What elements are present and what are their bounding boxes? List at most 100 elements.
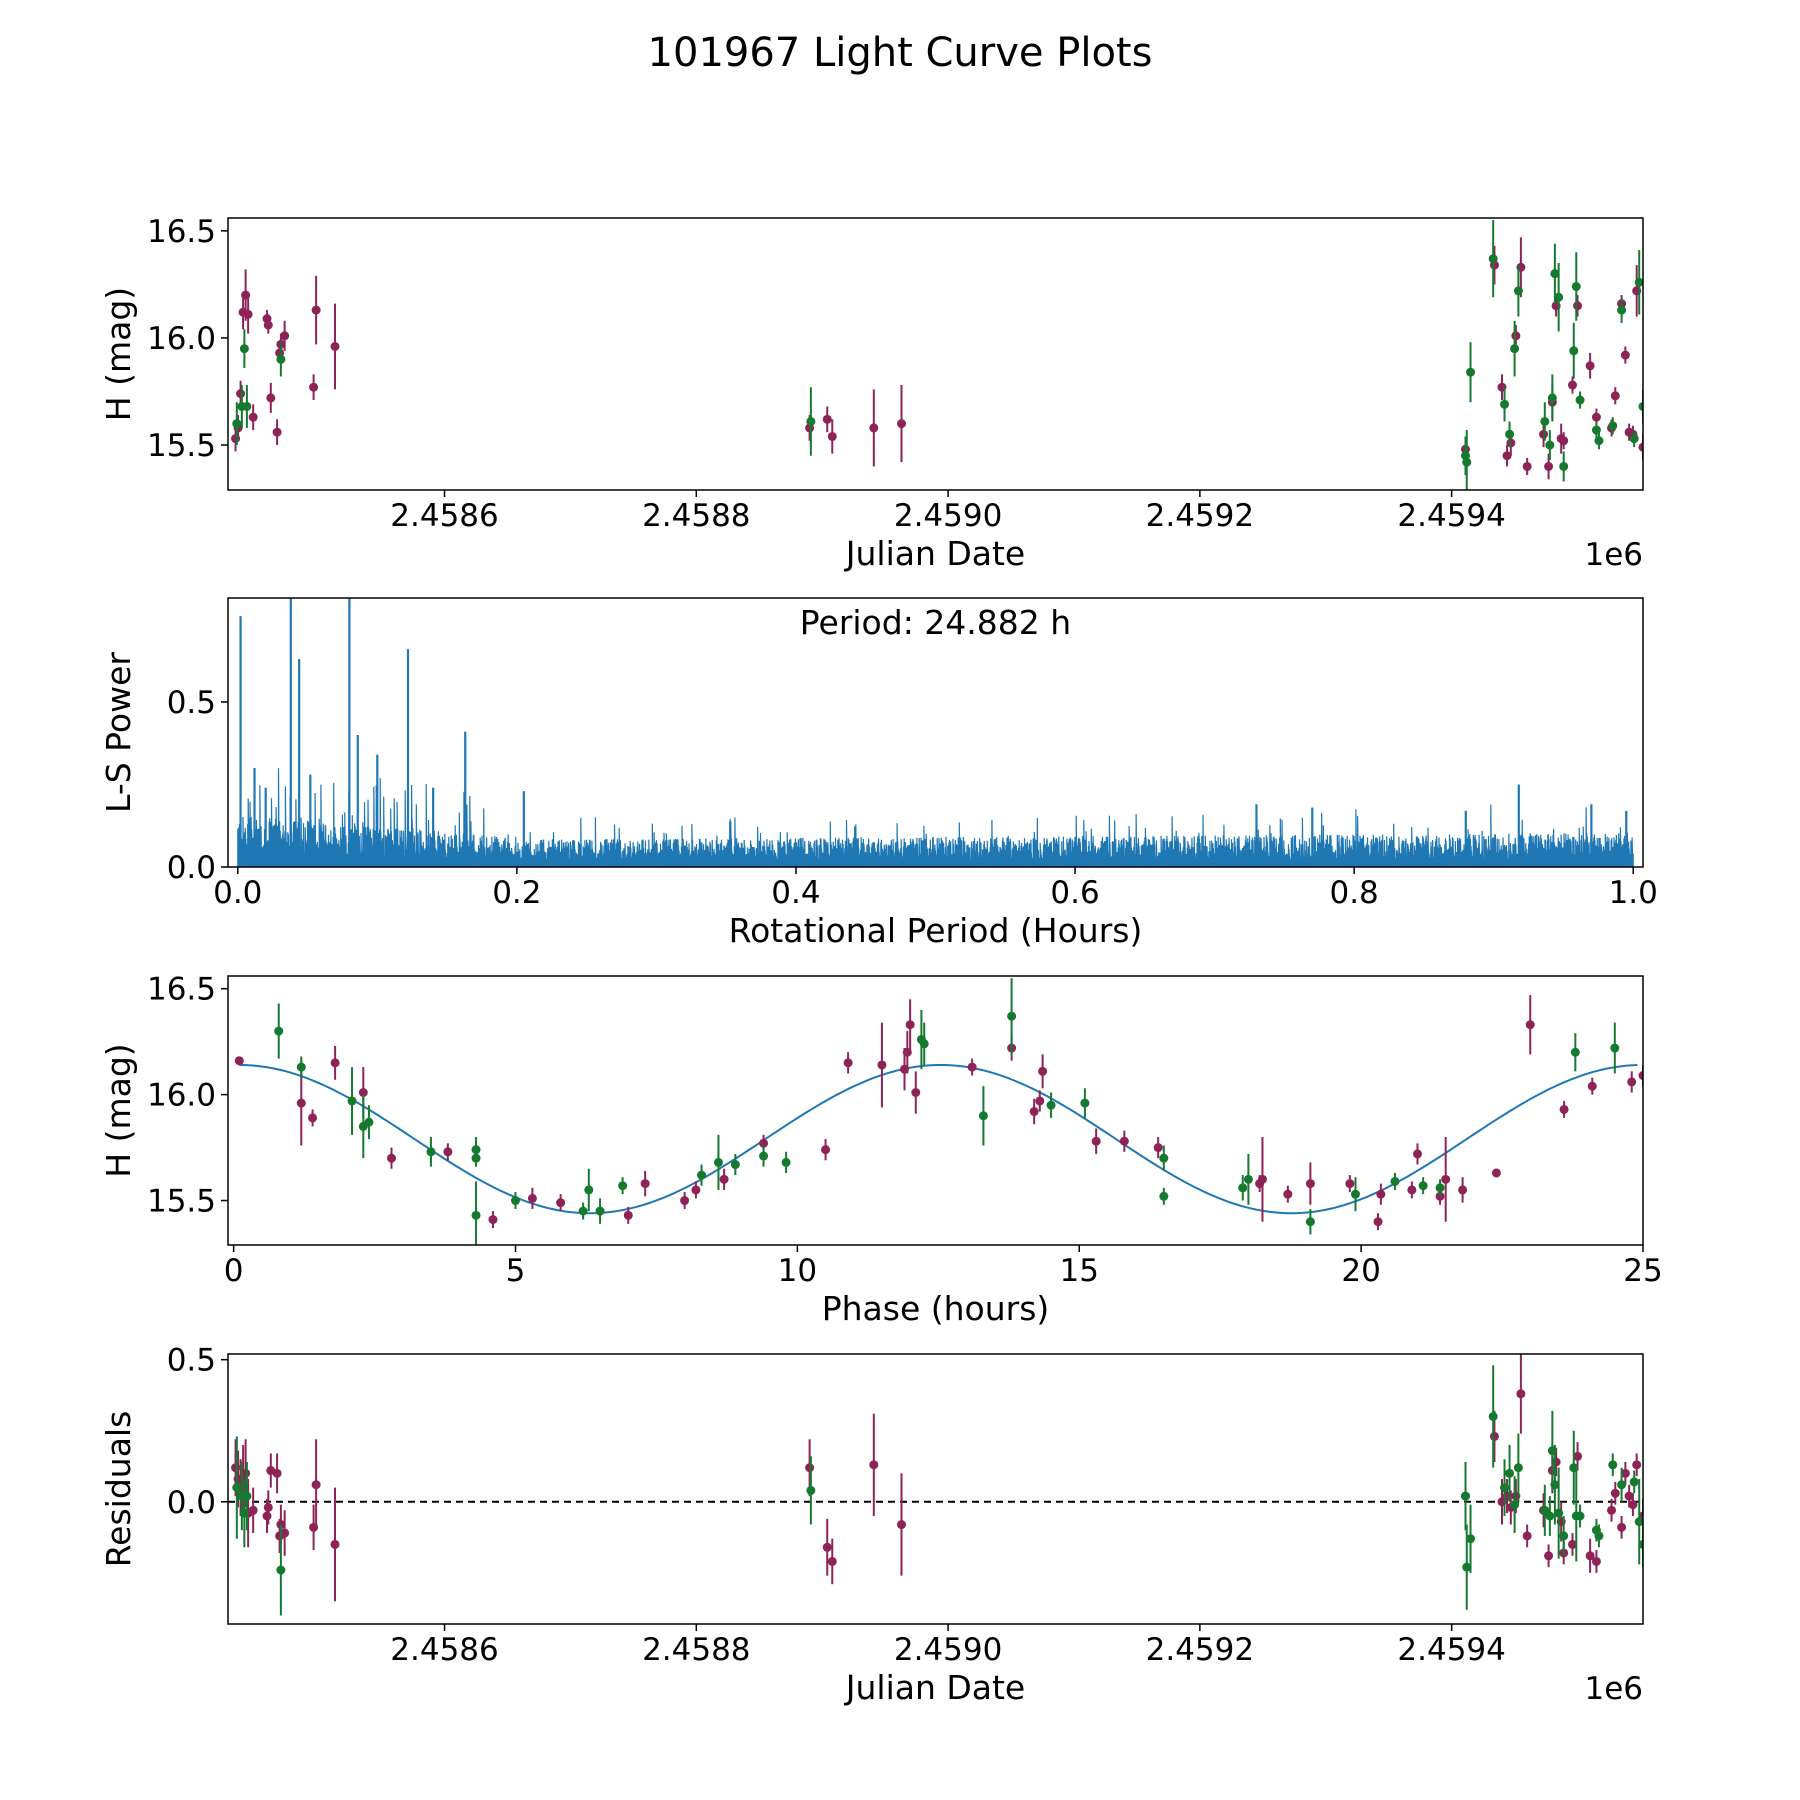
data-point — [905, 1020, 915, 1030]
figure-title: 101967 Light Curve Plots — [648, 30, 1153, 76]
data-point — [1620, 1468, 1630, 1478]
data-point — [1460, 1491, 1470, 1501]
data-point — [1539, 429, 1549, 439]
data-point — [1617, 1480, 1627, 1490]
series-green — [232, 220, 1643, 490]
x-tick-label: 0.2 — [492, 875, 541, 911]
data-point — [1638, 401, 1643, 411]
x-tick-label: 0 — [224, 1253, 244, 1289]
data-point — [1038, 1066, 1048, 1076]
data-point — [1345, 1179, 1355, 1189]
data-point — [719, 1174, 729, 1184]
x-tick-label: 2.4586 — [390, 1632, 498, 1668]
data-point — [1610, 1043, 1620, 1053]
power-spectrum — [237, 598, 1634, 867]
axes-frame — [227, 975, 1644, 1246]
data-point — [1610, 391, 1620, 401]
data-point — [713, 1157, 723, 1167]
data-point — [1634, 1517, 1643, 1527]
data-point — [1544, 461, 1554, 471]
data-point — [584, 1185, 594, 1195]
data-point — [1607, 1505, 1617, 1515]
data-point — [730, 1160, 740, 1170]
data-point — [311, 305, 321, 315]
data-point — [697, 1170, 707, 1180]
data-point — [827, 431, 837, 441]
y-tick-label: 0.0 — [167, 1485, 216, 1521]
data-point — [806, 416, 816, 426]
data-point — [1559, 461, 1569, 471]
data-point — [1575, 395, 1585, 405]
x-tick-label: 10 — [778, 1253, 817, 1289]
data-point — [1390, 1176, 1400, 1186]
data-point — [978, 1111, 988, 1121]
data-point — [1629, 1477, 1639, 1487]
data-point — [527, 1193, 537, 1203]
data-point — [1545, 440, 1555, 450]
data-point — [296, 1098, 306, 1108]
x-tick-label: 2.4590 — [894, 498, 1002, 534]
data-point — [248, 1505, 258, 1515]
data-point — [1373, 1217, 1383, 1227]
data-point — [1594, 436, 1604, 446]
data-point — [274, 1026, 284, 1036]
data-point — [1441, 1174, 1451, 1184]
data-point — [691, 1185, 701, 1195]
x-tick-label: 2.4594 — [1397, 498, 1505, 534]
data-point — [471, 1153, 481, 1163]
series-magenta — [234, 995, 1643, 1231]
data-point — [1540, 416, 1550, 426]
data-point — [869, 423, 879, 433]
data-point — [280, 1528, 290, 1538]
series-magenta — [231, 237, 1643, 480]
data-point — [1559, 436, 1569, 446]
data-point — [805, 1463, 815, 1473]
y-axis-label: Residuals — [99, 1411, 138, 1568]
data-point — [822, 1542, 832, 1552]
data-point — [1489, 1431, 1499, 1441]
series-magenta — [231, 1354, 1643, 1602]
data-point — [1350, 1189, 1360, 1199]
data-point — [1305, 1179, 1315, 1189]
x-tick-label: 2.4592 — [1146, 1632, 1254, 1668]
data-point — [1510, 344, 1520, 354]
data-point — [1554, 1508, 1564, 1518]
data-point — [242, 1491, 252, 1501]
data-point — [1458, 1185, 1468, 1195]
data-point — [1488, 254, 1498, 264]
data-point — [1638, 442, 1643, 452]
x-tick-label: 0.0 — [213, 875, 262, 911]
x-offset-label: 1e6 — [1584, 537, 1643, 573]
x-tick-label: 2.4588 — [642, 498, 750, 534]
data-point — [1544, 1551, 1554, 1561]
data-point — [1491, 1168, 1501, 1178]
data-point — [680, 1196, 690, 1206]
data-point — [1505, 429, 1515, 439]
data-point — [232, 1483, 242, 1493]
data-point — [1513, 286, 1523, 296]
x-tick-label: 2.4592 — [1146, 498, 1254, 534]
x-tick-label: 2.4588 — [642, 1632, 750, 1668]
data-points — [234, 978, 1643, 1245]
data-point — [276, 1565, 286, 1575]
data-point — [1283, 1189, 1293, 1199]
data-point — [511, 1196, 521, 1206]
data-point — [1511, 331, 1521, 341]
data-point — [296, 1062, 306, 1072]
data-point — [1046, 1100, 1056, 1110]
data-point — [1007, 1011, 1017, 1021]
data-point — [1608, 421, 1618, 431]
data-point — [1547, 393, 1557, 403]
data-point — [1159, 1153, 1169, 1163]
data-point — [1569, 1463, 1579, 1473]
data-point — [1153, 1143, 1163, 1153]
data-point — [386, 1153, 396, 1163]
data-point — [1591, 1556, 1601, 1566]
y-axis-label: H (mag) — [99, 1043, 138, 1177]
power-baseline — [237, 863, 1634, 867]
data-point — [309, 382, 319, 392]
data-point — [1462, 457, 1472, 467]
data-point — [1585, 361, 1595, 371]
data-point — [623, 1210, 633, 1220]
data-point — [1525, 1020, 1535, 1030]
